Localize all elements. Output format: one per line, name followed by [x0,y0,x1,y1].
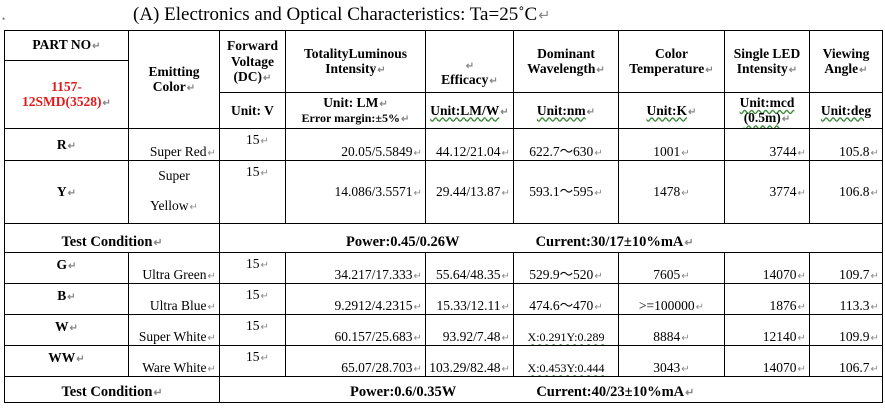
luminous-cell: 9.2912/4.2315↵ [285,283,426,315]
luminous-cell: 60.157/25.683↵ [285,314,426,346]
test-power: Power:0.6/0.35W [350,384,457,401]
unit-luminous: Unit: LM↵ Error margin:±5%↵ [285,92,426,129]
part-cell: G↵ [4,252,129,284]
efficacy-cell: 93.92/7.48↵ [425,314,514,346]
efficacy-cell: 15.33/12.11↵ [425,283,514,315]
header-color-temperature: Color Temperature↵ [618,30,725,93]
luminous-cell: 14.086/3.5571↵ [285,160,426,224]
color-cell: Ultra Blue↵ [128,283,220,315]
test-condition-label: Test Condition↵ [4,376,220,403]
test-current: Current:30/17±10%mA [535,234,684,251]
unit-single-led: Unit:mcd (0.5m)↵ [724,92,810,129]
voltage-cell: 15↵ [219,252,286,284]
section-title: (A) Electronics and Optical Characterist… [133,4,551,25]
intensity-cell: 14070↵ [724,252,810,284]
viewing-angle-cell: 113.3↵ [809,283,883,315]
wavelength-cell: 474.6～470↵ [513,283,619,315]
efficacy-cell: 55.64/48.35↵ [425,252,514,284]
header-single-led-intensity: Single LED Intensity↵ [724,30,810,93]
wavelength-cell: 593.1～595↵ [513,160,619,224]
header-luminous-intensity: TotalityLuminous Intensity↵ [285,30,426,93]
wavelength-cell: X:0.291Y:0.289 [513,314,619,346]
table-row: R↵ Super Red↵ 15↵ 20.05/5.5849↵ 44.12/21… [4,128,883,161]
color-temperature-cell: >=100000↵ [618,283,725,315]
test-current: Current:40/23±10%mA [536,384,685,401]
efficacy-cell: 103.29/82.48↵ [425,345,514,377]
voltage-cell: 15↵ [219,345,286,377]
test-condition-values: Power:0.45/0.26W Current:30/17±10%mA↵ [219,223,883,253]
viewing-angle-cell: 106.7↵ [809,345,883,377]
wavelength-cell: 529.9～520↵ [513,252,619,284]
color-temperature-cell: 1001↵ [618,128,725,161]
color-temperature-cell: 3043↵ [618,345,725,377]
intensity-cell: 12140↵ [724,314,810,346]
wavelength-cell: 622.7～630↵ [513,128,619,161]
viewing-angle-cell: 109.7↵ [809,252,883,284]
intensity-cell: 14070↵ [724,345,810,377]
table-row: Y↵ Super Yellow↵ 15↵ 14.086/3.5571↵ 29.44… [4,160,883,224]
unit-color-temperature: Unit:K↵ [618,92,725,129]
voltage-cell: 15↵ [219,160,286,224]
color-temperature-cell: 8884↵ [618,314,725,346]
table-row: G↵ Ultra Green↵ 15↵ 34.217/17.333↵ 55.64… [4,252,883,284]
header-efficacy: ↵ Efficacy↵ [425,30,514,93]
table-row: B↵ Ultra Blue↵ 15↵ 9.2912/4.2315↵ 15.33/… [4,283,883,315]
luminous-cell: 34.217/17.333↵ [285,252,426,284]
color-temperature-cell: 7605↵ [618,252,725,284]
luminous-cell: 20.05/5.5849↵ [285,128,426,161]
caption: • (A) Electronics and Optical Characteri… [0,0,885,32]
part-cell: B↵ [4,283,129,315]
voltage-cell: 15↵ [219,128,286,161]
luminous-cell: 65.07/28.703↵ [285,345,426,377]
table-row: W↵ Super White↵ 15↵ 60.157/25.683↵ 93.92… [4,314,883,346]
wavelength-cell: X:0.453Y:0.444 [513,345,619,377]
header-emitting-color: Emitting Color↵ [128,30,220,129]
unit-wavelength: Unit:nm↵ [513,92,619,129]
viewing-angle-cell: 109.9↵ [809,314,883,346]
test-power: Power:0.45/0.26W [346,234,460,251]
part-cell: W↵ [4,314,129,346]
intensity-cell: 3744↵ [724,128,810,161]
unit-efficacy: Unit:LM/W↵ [425,92,514,129]
header-part-no: PART NO↵ [4,30,129,61]
color-cell: Super White↵ [128,314,220,346]
unit-voltage: Unit: V [219,92,286,129]
paragraph-anchor-mark: • [2,14,6,24]
part-cell: WW↵ [4,345,129,377]
test-condition-values: Power:0.6/0.35W Current:40/23±10%mA↵ [219,376,883,403]
header-dominant-wavelength: Dominant Wavelength↵ [513,30,619,93]
efficacy-cell: 44.12/21.04↵ [425,128,514,161]
color-temperature-cell: 1478↵ [618,160,725,224]
test-condition-row: Test Condition↵ Power:0.6/0.35W Current:4… [4,376,883,403]
color-cell: Ware White↵ [128,345,220,377]
part-cell: R↵ [4,128,129,161]
part-cell: Y↵ [4,160,129,224]
header-row: PART NO↵ Emitting Color↵ Forward Voltage… [4,30,883,129]
section-title-text: (A) Electronics and Optical Characterist… [133,4,538,25]
voltage-cell: 15↵ [219,314,286,346]
header-forward-voltage: Forward Voltage (DC)↵ [219,30,286,93]
header-viewing-angle: Viewing Angle↵ [809,30,883,93]
viewing-angle-cell: 105.8↵ [809,128,883,161]
color-cell: Super Yellow↵ [128,160,220,224]
part-number-value: 1157-12SMD(3528)↵ [4,60,129,129]
intensity-cell: 3774↵ [724,160,810,224]
intensity-cell: 1876↵ [724,283,810,315]
efficacy-cell: 29.44/13.87↵ [425,160,514,224]
viewing-angle-cell: 106.8↵ [809,160,883,224]
color-cell: Super Red↵ [128,128,220,161]
table-row: WW↵ Ware White↵ 15↵ 65.07/28.703↵ 103.29… [4,345,883,377]
test-condition-label: Test Condition↵ [4,223,220,253]
voltage-cell: 15↵ [219,283,286,315]
color-cell: Ultra Green↵ [128,252,220,284]
characteristics-table: PART NO↵ Emitting Color↵ Forward Voltage… [4,30,883,403]
unit-row: Unit: V Unit: LM↵ Error margin:±5%↵ Unit:… [5,92,883,129]
unit-viewing-angle: Unit:deg [809,92,883,129]
test-condition-row: Test Condition↵ Power:0.45/0.26W Current:… [4,223,883,253]
